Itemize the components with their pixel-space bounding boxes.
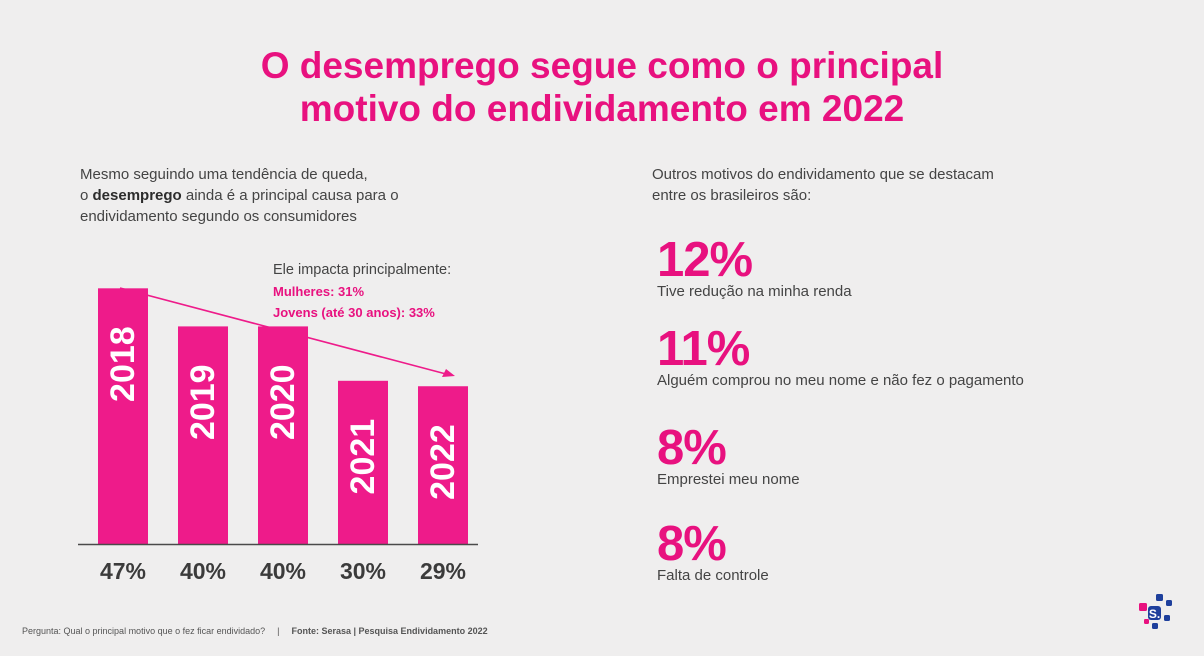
bar-2022	[418, 386, 468, 544]
bar-value-label: 30%	[340, 558, 386, 584]
bar-value-label: 40%	[260, 558, 306, 584]
intro-keyword: desemprego	[92, 187, 182, 204]
impact-youth: Jovens (até 30 anos): 33%	[273, 305, 435, 320]
stat-lent-name: 8% Emprestei meu nome	[657, 422, 800, 489]
other-reasons-intro: Outros motivos do endividamento que se d…	[652, 164, 1122, 206]
footer-note: Pergunta: Qual o principal motivo que o …	[22, 626, 488, 636]
stat-identity-misuse: 11% Alguém comprou no meu nome e não fez…	[657, 323, 1024, 390]
bar-2020	[258, 326, 308, 544]
bar-2019	[178, 326, 228, 544]
bar-2021	[338, 380, 388, 544]
stat-percentage: 8%	[657, 421, 727, 475]
unemployment-bar-chart: 2018 47% 2019 40% 2020 40% 2021 30% 2022 29%	[78, 287, 478, 584]
impact-heading: Ele impacta principalmente:	[273, 262, 452, 278]
stat-percentage: 12%	[657, 233, 753, 287]
bar-category-label: 2018	[104, 326, 142, 402]
intro-line-3: endividamento segundo os consumidores	[80, 208, 357, 225]
bar-value-label: 29%	[420, 558, 466, 584]
stat-label: Alguém comprou no meu nome e não fez o p…	[657, 372, 1024, 389]
bar-category-label: 2021	[344, 419, 382, 495]
stat-label: Falta de controle	[657, 567, 769, 584]
stat-percentage: 8%	[657, 517, 727, 571]
intro-line-2: o desemprego ainda é a principal causa p…	[80, 185, 500, 206]
intro-line-2-post: ainda é a principal causa para o	[181, 187, 399, 204]
intro-line-2-pre: o	[80, 187, 93, 204]
footer-question: Pergunta: Qual o principal motivo que o …	[22, 626, 266, 636]
intro-line-1: Mesmo seguindo uma tendência de queda,	[80, 166, 368, 183]
impact-callout: Ele impacta principalmente: Mulheres: 31…	[273, 260, 451, 323]
stat-percentage: 11%	[657, 322, 750, 376]
title-line-2: motivo do endividamento em 2022	[299, 88, 905, 129]
impact-women: Mulheres: 31%	[273, 284, 365, 299]
bar-value-label: 40%	[180, 558, 226, 584]
page-title: O desemprego segue como o principal moti…	[0, 44, 1204, 130]
other-reasons-intro-line-2: entre os brasileiros são:	[652, 187, 812, 204]
intro-text: Mesmo seguindo uma tendência de queda, o…	[80, 164, 500, 227]
bar-value-label: 47%	[100, 558, 146, 584]
bar-category-label: 2022	[424, 424, 462, 500]
title-line-1: O desemprego segue como o principal	[260, 45, 944, 86]
svg-text:S.: S.	[1149, 607, 1160, 621]
footer-source: Fonte: Serasa | Pesquisa Endividamento 2…	[291, 626, 488, 636]
footer-separator: |	[277, 626, 280, 636]
other-reasons-intro-line-1: Outros motivos do endividamento que se d…	[652, 166, 994, 183]
bar-category-label: 2019	[184, 364, 222, 440]
serasa-logo-icon: S.	[1139, 594, 1172, 629]
stat-label: Emprestei meu nome	[657, 471, 800, 488]
bar-category-label: 2020	[264, 364, 302, 440]
stat-lack-of-control: 8% Falta de controle	[657, 518, 769, 585]
bar-2018	[98, 288, 148, 544]
stat-label: Tive redução na minha renda	[657, 283, 852, 300]
stat-reduced-income: 12% Tive redução na minha renda	[657, 234, 852, 301]
